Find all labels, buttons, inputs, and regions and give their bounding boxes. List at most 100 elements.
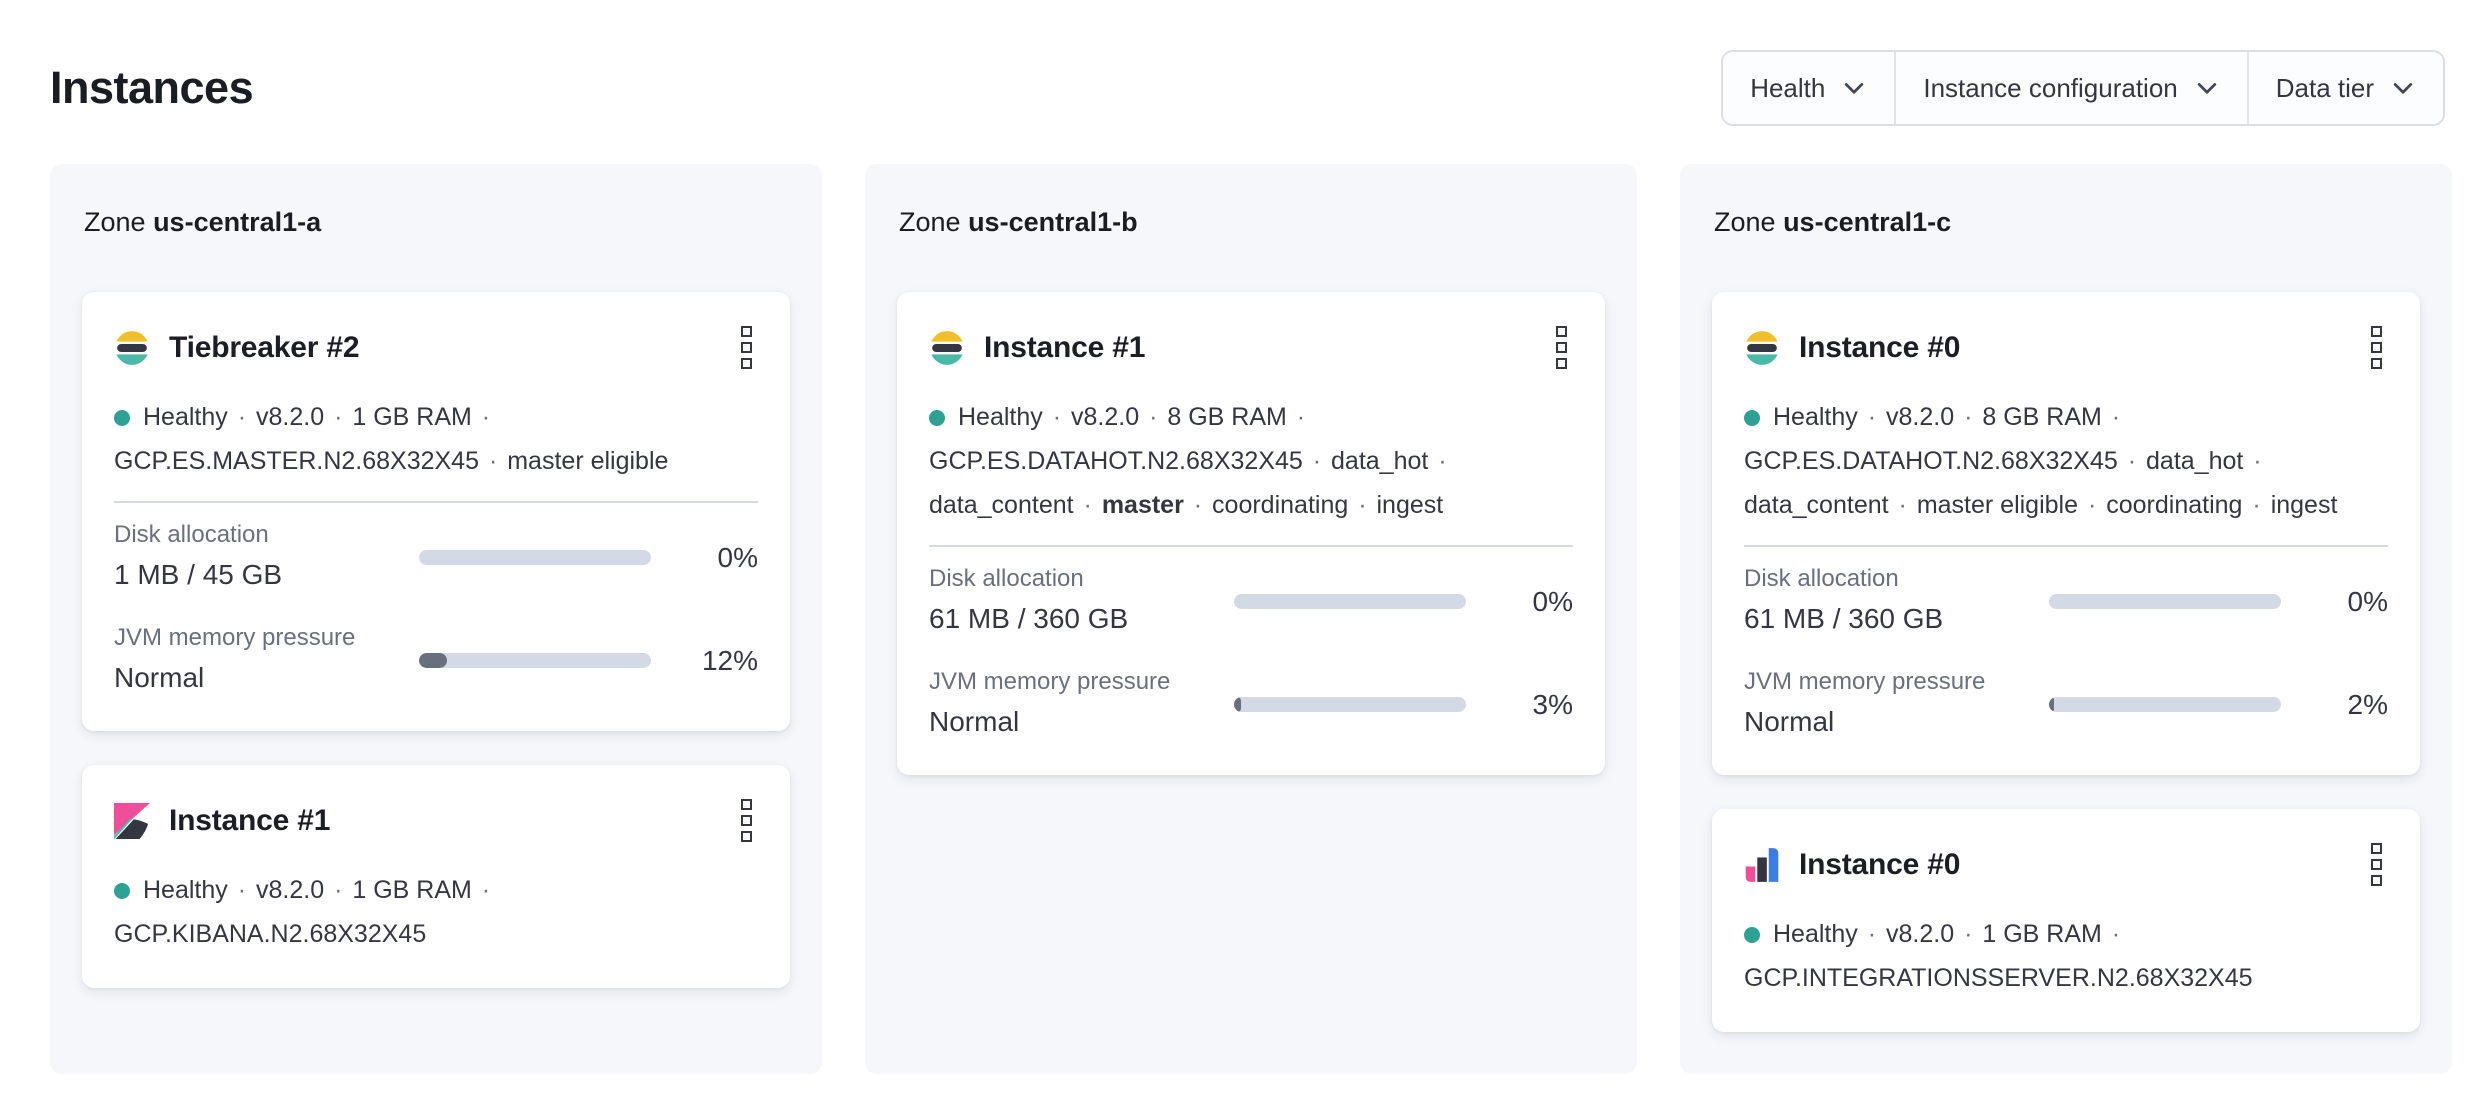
jvm-pressure-value: Normal [114,662,205,693]
instance-config: GCP.KIBANA.N2.68X32X45 [114,920,427,948]
card-title: Tiebreaker #2 [169,330,360,364]
role: master eligible [507,447,669,475]
elasticsearch-logo-icon [1745,330,1779,365]
kebab-menu-button[interactable] [735,793,758,848]
separator: · [1867,920,1877,948]
jvm-pressure-metric: JVM memory pressure Normal 12% [114,622,758,699]
version-label: v8.2.0 [1886,403,1955,431]
ram-label: 8 GB RAM [1167,403,1287,431]
zone-header: Zone us-central1-c [1714,202,2420,242]
disk-allocation-metric: Disk allocation 61 MB / 360 GB 0% [1744,563,2388,640]
status-text: Healthy · v8.2.0 · 1 GB RAM · GCP.KIBANA… [114,868,758,956]
zone-name: us-central1-b [968,207,1138,237]
metric-text: Disk allocation 61 MB / 360 GB [1744,563,2049,640]
boxes-vertical-icon [741,815,752,826]
disk-allocation-value: 1 MB / 45 GB [114,559,283,590]
jvm-pressure-value: Normal [1744,706,1835,737]
zone-name: us-central1-a [153,207,322,237]
status-text: Healthy · v8.2.0 · 1 GB RAM · GCP.INTEGR… [1744,912,2388,1000]
separator: · [481,876,491,904]
instance-card: Instance #1 Healthy · v8.2.0 · 1 GB RAM … [82,765,790,988]
ram-label: 1 GB RAM [352,876,472,904]
metric-text: Disk allocation 61 MB / 360 GB [929,563,1234,640]
jvm-pressure-metric: JVM memory pressure Normal 2% [1744,666,2388,743]
metric-text: JVM memory pressure Normal [1744,666,2049,743]
boxes-vertical-icon [1556,326,1567,337]
separator: · [1083,491,1092,519]
separator: · [1193,491,1203,519]
kebab-menu-button[interactable] [2365,837,2388,892]
separator: · [2252,491,2261,519]
progress-fill [419,653,447,668]
chevron-down-icon [2197,83,2216,94]
status-line: GCP.ES.MASTER.N2.68X32X45 · master eligi… [114,439,758,483]
boxes-vertical-icon [741,342,752,353]
kebab-menu-button[interactable] [735,320,758,375]
filter-button-data-tier[interactable]: Data tier [2246,52,2443,124]
boxes-vertical-icon [2371,342,2382,353]
role: coordinating [2106,491,2243,519]
jvm-pressure-label: JVM memory pressure [114,624,356,651]
card-title: Instance #1 [984,330,1146,364]
status-line: data_content · master · coordinating · i… [929,483,1573,527]
disk-allocation-value: 61 MB / 360 GB [929,603,1129,634]
page-header: Instances Health Instance configuration … [0,0,2490,126]
kebab-menu-button[interactable] [2365,320,2388,375]
kibana-logo-icon [114,802,150,839]
status-line: Healthy · v8.2.0 · 1 GB RAM · [114,868,758,912]
filter-button-health[interactable]: Health [1723,52,1894,124]
metric-text: JVM memory pressure Normal [929,666,1234,743]
separator: · [1296,403,1306,431]
status-text: Healthy · v8.2.0 · 1 GB RAM · GCP.ES.MAS… [114,395,758,483]
separator: · [1964,920,1973,948]
filter-group: Health Instance configuration Data tier [1721,50,2445,126]
boxes-vertical-icon [1556,342,1567,353]
status-line: GCP.KIBANA.N2.68X32X45 [114,912,758,956]
health-label: Healthy [1773,920,1858,948]
instance-card: Instance #1 Healthy · v8.2.0 · 8 GB RAM … [897,292,1605,775]
zone-header: Zone us-central1-b [899,202,1605,242]
jvm-progress-bar [1234,697,1466,712]
instance-card: Instance #0 Healthy · v8.2.0 · 1 GB RAM … [1712,809,2420,1032]
instance-config: GCP.ES.DATAHOT.N2.68X32X45 [1744,447,2118,475]
filter-button-instance-configuration[interactable]: Instance configuration [1894,52,2246,124]
page-title: Instances [50,62,254,113]
role: coordinating [1212,491,1349,519]
disk-allocation-value: 61 MB / 360 GB [1744,603,1944,634]
separator: · [2111,920,2121,948]
separator: · [2087,491,2097,519]
filter-label: Instance configuration [1923,73,2178,103]
disk-allocation-metric: Disk allocation 1 MB / 45 GB 0% [114,519,758,596]
instance-config: GCP.INTEGRATIONSSERVER.N2.68X32X45 [1744,964,2253,992]
status-line: GCP.ES.DATAHOT.N2.68X32X45 · data_hot · [1744,439,2388,483]
jvm-pressure-metric: JVM memory pressure Normal 3% [929,666,1573,743]
health-status-dot [114,410,130,426]
separator: · [2111,403,2121,431]
separator: · [334,876,343,904]
status-line: Healthy · v8.2.0 · 1 GB RAM · [1744,912,2388,956]
separator: · [1149,403,1158,431]
separator: · [237,403,247,431]
version-label: v8.2.0 [1886,920,1955,948]
health-label: Healthy [1773,403,1858,431]
role: master eligible [1916,491,2078,519]
status-line: Healthy · v8.2.0 · 1 GB RAM · [114,395,758,439]
status-text: Healthy · v8.2.0 · 8 GB RAM · GCP.ES.DAT… [929,395,1573,527]
card-divider [114,501,758,503]
separator: · [1438,447,1447,475]
status-text: Healthy · v8.2.0 · 8 GB RAM · GCP.ES.DAT… [1744,395,2388,527]
integrations-server-logo-icon [1745,847,1779,882]
jvm-pressure-label: JVM memory pressure [929,668,1171,695]
progress-fill [2049,697,2054,712]
disk-percent-value: 0% [717,541,758,573]
separator: · [1358,491,1367,519]
health-status-dot [1744,927,1760,943]
kebab-menu-button[interactable] [1550,320,1573,375]
status-line: data_content · master eligible · coordin… [1744,483,2388,527]
jvm-pressure-value: Normal [929,706,1020,737]
health-label: Healthy [143,876,228,904]
card-divider [1744,545,2388,547]
disk-allocation-label: Disk allocation [929,565,1084,592]
health-label: Healthy [958,403,1043,431]
